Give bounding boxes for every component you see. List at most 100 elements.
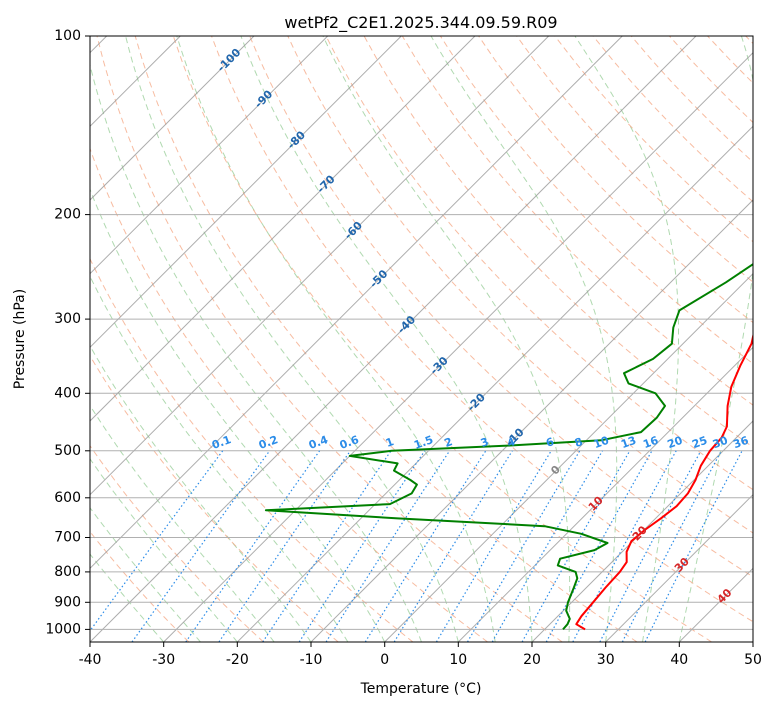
- y-tick-label: 900: [54, 594, 81, 610]
- x-tick-label: -10: [300, 652, 323, 668]
- mixing-ratio-label: 8: [573, 435, 585, 450]
- x-axis-ticks: -40 -30 -20 -10 0 10 20 30 40 50: [79, 642, 762, 668]
- moist-adiabat-line: [90, 188, 386, 642]
- mixing-ratio-line: [572, 450, 677, 642]
- isotherm-line: [384, 272, 753, 642]
- profile-series: [264, 263, 753, 631]
- mixing-ratio-line: [262, 450, 392, 642]
- y-tick-label: 800: [54, 564, 81, 580]
- isotherm-line: [236, 125, 753, 642]
- x-tick-label: 20: [523, 652, 541, 668]
- moist-adiabat-line: [574, 36, 679, 642]
- x-tick-label: -20: [226, 652, 249, 668]
- mixing-ratio-line: [325, 450, 451, 642]
- dry-adiabat-line: [90, 257, 414, 642]
- isotherm-line: [90, 36, 476, 422]
- y-tick-label: 200: [54, 207, 81, 223]
- y-axis-ticks: 100 200 300 400 500 600 700 800 900 1000: [45, 28, 90, 637]
- y-tick-label: 500: [54, 443, 81, 459]
- moist-adiabat-line: [90, 553, 165, 642]
- mixing-ratio-lines: [90, 450, 743, 642]
- isotherm-line: [90, 36, 329, 275]
- dry-adiabat-line: [249, 36, 753, 578]
- mixing-ratio-label: 0.1: [210, 433, 233, 452]
- x-tick-label: -30: [152, 652, 175, 668]
- dry-adiabat-line: [134, 36, 638, 642]
- isotherm-line: [163, 51, 753, 642]
- dry-adiabat-line: [96, 36, 563, 642]
- chart-title: wetPf2_C2E1.2025.344.09.59.R09: [284, 13, 557, 33]
- isotherm-line: [90, 36, 697, 642]
- mixing-ratio-label: 2: [443, 435, 455, 450]
- y-axis-label: Pressure (hPa): [12, 289, 28, 389]
- mixing-ratio-line: [521, 450, 631, 642]
- mixing-ratio-label: 20: [666, 434, 685, 452]
- y-tick-label: 100: [54, 28, 81, 44]
- dry-adiabat-line: [172, 36, 712, 642]
- mixing-ratio-line: [644, 450, 743, 642]
- x-tick-label: 10: [449, 652, 467, 668]
- moist-adiabat-line: [125, 36, 459, 642]
- mixing-ratio-line: [435, 450, 552, 642]
- mixing-ratio-label: 0.2: [257, 433, 280, 452]
- dewpoint-line: [264, 263, 753, 631]
- plot-area: 0.1 0.2 0.4 0.6 1 1.5 2 3 4 6 8 10 13 16 20 25 30 36-100-…: [90, 36, 753, 642]
- mixing-ratio-label: 36: [731, 434, 750, 452]
- x-tick-label: 30: [597, 652, 615, 668]
- dry-adiabat-line: [516, 36, 753, 283]
- y-tick-label: 400: [54, 385, 81, 401]
- y-tick-label: 600: [54, 490, 81, 506]
- dry-adiabat-line: [287, 36, 753, 534]
- mixing-ratio-label: 0.6: [338, 433, 361, 452]
- isotherm-line: [90, 36, 402, 349]
- temperature-line: [575, 291, 753, 631]
- moist-adiabat-line: [430, 36, 618, 642]
- mixing-ratio-line: [599, 450, 702, 642]
- isotherm-line: [90, 36, 255, 201]
- isotherm-line: [605, 493, 753, 642]
- mixing-ratio-line: [131, 450, 271, 642]
- mixing-ratio-line: [185, 450, 321, 642]
- plot-frame: [89, 35, 754, 643]
- mixing-ratio-label: 25: [690, 434, 709, 451]
- x-tick-label: 50: [744, 652, 762, 668]
- x-axis-label: Temperature (°C): [360, 681, 482, 697]
- mixing-ratio-label: 0.4: [307, 433, 330, 452]
- dry-adiabats: [90, 36, 753, 642]
- x-tick-label: 0: [380, 652, 389, 668]
- moist-adiabat-line: [90, 62, 422, 642]
- mixing-ratio-label: 30: [711, 434, 730, 452]
- mixing-ratio-line: [545, 450, 653, 642]
- isotherms: [90, 36, 753, 642]
- moist-adiabat-line: [90, 507, 201, 642]
- isotherm-line: [90, 36, 623, 570]
- x-tick-label: 40: [670, 652, 688, 668]
- dry-adiabat-line: [211, 36, 753, 623]
- y-tick-label: 700: [54, 530, 81, 546]
- mixing-ratio-label: 1: [384, 435, 396, 450]
- y-tick-label: 300: [54, 311, 81, 327]
- dry-adiabat-line: [90, 354, 339, 642]
- mixing-ratio-label: 3: [479, 435, 491, 450]
- moist-adiabat-line: [678, 36, 753, 642]
- moist-adiabat-line: [90, 457, 238, 642]
- mixing-ratio-line: [298, 450, 426, 642]
- isotherm-line: [90, 36, 550, 496]
- pressure-gridlines: [90, 36, 753, 630]
- mixing-ratio-label: 1.5: [412, 433, 435, 452]
- mixing-ratio-label: 4: [505, 435, 517, 450]
- y-tick-label: 1000: [45, 621, 81, 637]
- mixing-ratio-label: 6: [544, 435, 556, 450]
- mixing-ratio-label: 10: [592, 434, 611, 452]
- mixing-ratio-line: [218, 450, 351, 642]
- isotherm-line: [457, 346, 753, 642]
- mixing-ratio-label: 13: [619, 434, 638, 451]
- mixing-ratio-line: [364, 450, 487, 642]
- moist-adiabat-line: [240, 36, 533, 642]
- mixing-ratio-line: [90, 450, 224, 632]
- mixing-ratio-label: 16: [641, 434, 660, 452]
- dry-adiabat-line: [90, 444, 264, 642]
- isotherm-line: [310, 199, 753, 642]
